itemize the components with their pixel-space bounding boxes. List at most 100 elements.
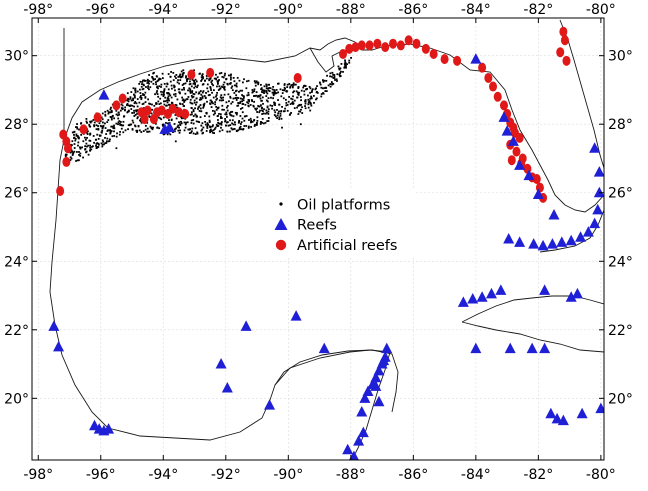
oil-platform-point bbox=[239, 107, 242, 110]
oil-platform-point bbox=[70, 150, 73, 152]
oil-platform-point bbox=[189, 92, 192, 94]
oil-platform-point bbox=[156, 86, 158, 89]
oil-platform-point bbox=[189, 113, 192, 116]
oil-platform-point bbox=[97, 137, 100, 140]
oil-platform-point bbox=[267, 97, 270, 100]
oil-platform-point bbox=[132, 93, 135, 96]
artificial-reef-point bbox=[559, 26, 568, 37]
oil-platform-point bbox=[133, 105, 136, 108]
oil-platform-point bbox=[155, 83, 157, 86]
oil-platform-point bbox=[220, 72, 223, 74]
oil-platform-point bbox=[297, 94, 300, 96]
oil-platform-point bbox=[253, 95, 255, 97]
artificial-reef-point bbox=[453, 55, 462, 66]
oil-platform-point bbox=[173, 75, 176, 78]
oil-platform-point bbox=[165, 85, 168, 88]
oil-platform-point bbox=[193, 99, 196, 102]
oil-platform-point bbox=[208, 93, 211, 96]
lat-tick-label-right: 24° bbox=[608, 254, 633, 270]
oil-platform-point bbox=[201, 95, 204, 98]
oil-platform-point bbox=[181, 74, 184, 77]
oil-platform-point bbox=[175, 77, 177, 79]
oil-platform-point bbox=[252, 105, 255, 108]
oil-platform-point bbox=[290, 97, 293, 100]
florida-keys bbox=[539, 209, 604, 253]
oil-platform-point bbox=[144, 101, 147, 104]
oil-platform-point bbox=[89, 125, 92, 128]
oil-platform-point bbox=[109, 132, 112, 135]
oil-platform-point bbox=[130, 123, 133, 126]
oil-platform-point bbox=[135, 102, 138, 105]
oil-platform-point bbox=[73, 150, 76, 153]
oil-platform-point bbox=[181, 96, 184, 99]
reef-point bbox=[498, 111, 510, 122]
artificial-reef-point bbox=[181, 108, 190, 119]
oil-platform-point bbox=[148, 130, 151, 133]
oil-platform-point bbox=[339, 67, 342, 70]
oil-platform-point bbox=[330, 81, 333, 83]
oil-platform-point bbox=[257, 83, 260, 86]
oil-platform-point bbox=[101, 139, 104, 142]
oil-platform-point bbox=[209, 87, 212, 90]
reef-point bbox=[514, 159, 526, 170]
oil-platform-point bbox=[225, 101, 228, 104]
oil-platform-point bbox=[133, 111, 136, 114]
oil-platform-point bbox=[146, 79, 149, 82]
oil-platform-point bbox=[163, 100, 165, 103]
lon-tick-label-top: -80° bbox=[586, 2, 616, 18]
oil-platform-point bbox=[224, 118, 226, 120]
oil-platform-point bbox=[79, 146, 81, 149]
oil-platform-point bbox=[228, 112, 231, 115]
oil-platform-point bbox=[142, 94, 144, 96]
oil-platform-point bbox=[327, 84, 330, 87]
legend-item-oil-platforms: Oil platforms bbox=[279, 198, 390, 214]
reef-point bbox=[373, 395, 385, 407]
oil-platform-point bbox=[209, 77, 212, 80]
artificial-reef-point bbox=[493, 91, 502, 102]
oil-platform-point bbox=[337, 65, 340, 68]
oil-platform-point bbox=[204, 123, 207, 126]
artificial-reef-point bbox=[174, 107, 183, 118]
oil-platform-point bbox=[322, 79, 324, 82]
oil-platform-point bbox=[285, 98, 287, 101]
oil-platform-point bbox=[161, 72, 164, 75]
reef-point bbox=[53, 340, 65, 352]
artificial-reef-point bbox=[421, 43, 430, 54]
oil-platform-point bbox=[319, 83, 322, 86]
oil-platform-point bbox=[199, 72, 201, 75]
oil-platform-point bbox=[88, 139, 91, 142]
oil-platform-point bbox=[204, 79, 206, 82]
oil-platform-point bbox=[134, 101, 137, 103]
oil-platform-point bbox=[270, 96, 272, 99]
oil-platform-point bbox=[259, 109, 261, 112]
oil-platform-point bbox=[204, 97, 207, 100]
oil-platform-point bbox=[253, 88, 256, 91]
oil-platform-point bbox=[130, 108, 133, 110]
artificial-reef-point bbox=[509, 122, 518, 133]
oil-platform-point bbox=[258, 111, 261, 114]
oil-platform-point bbox=[266, 111, 268, 114]
oil-platform-point bbox=[119, 130, 121, 133]
oil-platform-point bbox=[196, 86, 198, 89]
oil-platform-point bbox=[127, 97, 129, 100]
oil-platform-point bbox=[118, 113, 121, 116]
oil-platform-point bbox=[253, 100, 256, 103]
oil-platform-point bbox=[109, 111, 112, 114]
lon-tick-label-top: -84° bbox=[461, 2, 491, 18]
oil-platform-point bbox=[73, 137, 75, 139]
reef-triangle-icon bbox=[274, 218, 288, 230]
oil-platform-point bbox=[291, 85, 294, 88]
oil-platform-point bbox=[232, 128, 235, 131]
oil-platform-point bbox=[210, 81, 213, 84]
oil-platform-point bbox=[274, 111, 277, 114]
oil-platform-point bbox=[215, 73, 217, 76]
oil-platform-point bbox=[167, 103, 170, 106]
oil-platform-point bbox=[223, 88, 226, 91]
oil-platform-point bbox=[233, 84, 236, 87]
artificial-reef-point bbox=[499, 100, 508, 111]
lon-tick-label-top: -96° bbox=[86, 2, 116, 18]
oil-platform-point bbox=[221, 129, 224, 132]
oil-platform-point bbox=[187, 128, 190, 131]
oil-platform-point bbox=[177, 79, 179, 82]
cuba-coastline bbox=[461, 295, 604, 353]
